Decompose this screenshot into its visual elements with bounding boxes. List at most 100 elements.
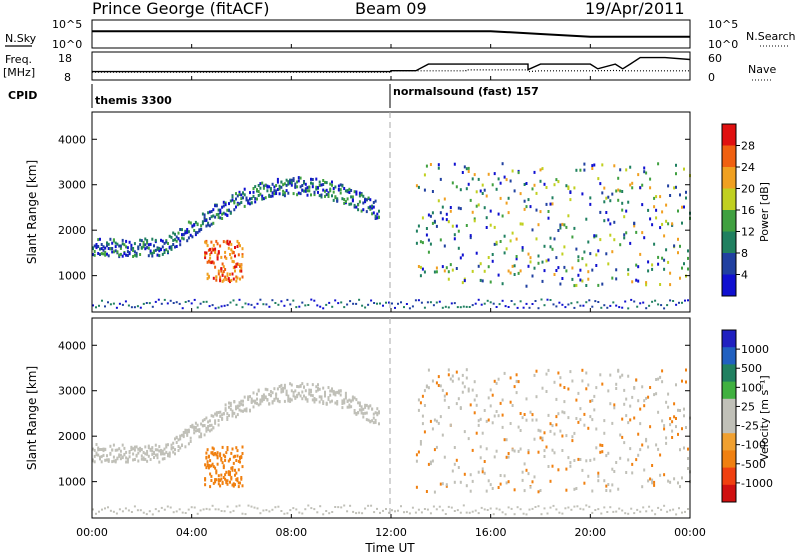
echo-cell [313, 508, 316, 511]
echo-cell [369, 404, 372, 408]
echo-cell [641, 385, 644, 389]
echo-cell [509, 239, 512, 243]
echo-cell [503, 175, 506, 179]
echo-cell [165, 240, 168, 244]
echo-cell [336, 199, 339, 203]
echo-cell [535, 237, 538, 241]
echo-cell [515, 255, 518, 258]
echo-cell [137, 451, 140, 455]
echo-cell [400, 301, 402, 304]
echo-cell [223, 510, 226, 513]
colorbar-tick-label: -500 [741, 458, 766, 471]
echo-cell [487, 256, 490, 259]
echo-cell [280, 390, 283, 394]
echo-cell [479, 189, 482, 193]
echo-cell [613, 164, 616, 168]
echo-cell [235, 446, 238, 450]
echo-cell [231, 259, 234, 263]
echo-cell [459, 406, 462, 410]
echo-cell [234, 269, 236, 273]
echo-cell [235, 264, 238, 268]
echo-cell [353, 205, 356, 209]
echo-cell [233, 400, 236, 404]
echo-cell [489, 404, 492, 408]
echo-cell [224, 275, 227, 279]
echo-cell [238, 408, 241, 412]
echo-cell [587, 270, 590, 274]
echo-cell [211, 260, 214, 264]
echo-cell [181, 228, 183, 232]
echo-cell [545, 202, 548, 206]
echo-cell [322, 307, 325, 310]
echo-cell [571, 435, 574, 439]
echo-cell [461, 373, 464, 377]
echo-cell [535, 191, 538, 195]
echo-cell [278, 184, 281, 188]
echo-cell [132, 255, 135, 258]
echo-cell [523, 489, 526, 493]
echo-cell [388, 511, 390, 514]
echo-cell [539, 489, 542, 492]
echo-cell [225, 470, 228, 474]
echo-cell [160, 248, 162, 252]
echo-cell [577, 255, 580, 259]
echo-cell [665, 441, 668, 445]
echo-cell [177, 438, 180, 442]
echo-cell [306, 382, 309, 386]
echo-cell [612, 510, 615, 513]
echo-cell [435, 419, 438, 423]
echo-cell [681, 379, 683, 383]
echo-cell [489, 507, 492, 510]
echo-cell [429, 512, 432, 515]
echo-cell [135, 254, 138, 258]
echo-cell [477, 512, 480, 515]
echo-cell [503, 251, 506, 255]
echo-cell [449, 209, 452, 213]
echo-cell [567, 506, 570, 509]
echo-cell [310, 507, 313, 510]
echo-cell [215, 278, 218, 282]
echo-cell [679, 409, 681, 412]
echo-cell [551, 196, 554, 200]
echo-cell [182, 237, 185, 241]
echo-cell [675, 303, 678, 306]
echo-cell [348, 403, 351, 407]
echo-cell [655, 216, 658, 220]
echo-cell [523, 413, 526, 416]
echo-cell [205, 456, 208, 460]
echo-cell [555, 178, 558, 182]
echo-cell [144, 457, 147, 461]
echo-cell [125, 239, 128, 243]
echo-cell [139, 448, 142, 452]
echo-cell [215, 213, 218, 217]
echo-cell [483, 471, 486, 475]
echo-cell [513, 303, 516, 306]
echo-cell [473, 380, 476, 384]
echo-cell [681, 301, 683, 304]
echo-cell [471, 448, 474, 452]
echo-cell [240, 201, 243, 204]
echo-cell [417, 450, 420, 454]
echo-cell [119, 252, 122, 256]
echo-cell [515, 391, 518, 395]
xtick-label: 08:00 [275, 526, 307, 539]
echo-cell [432, 304, 435, 307]
echo-cell [241, 512, 244, 515]
echo-cell [193, 298, 196, 301]
echo-cell [677, 251, 679, 255]
echo-cell [287, 397, 290, 401]
colorbar-swatch [722, 124, 736, 146]
echo-cell [295, 306, 298, 309]
echo-cell [97, 245, 100, 248]
echo-cell [235, 459, 238, 462]
echo-cell [245, 198, 248, 202]
echo-cell [328, 301, 331, 304]
echo-cell [236, 194, 239, 198]
echo-cell [635, 263, 638, 267]
echo-cell [268, 305, 271, 308]
echo-cell [611, 192, 614, 196]
echo-cell [469, 473, 472, 477]
echo-cell [517, 271, 520, 275]
echo-cell [241, 253, 244, 257]
echo-cell [208, 224, 211, 228]
